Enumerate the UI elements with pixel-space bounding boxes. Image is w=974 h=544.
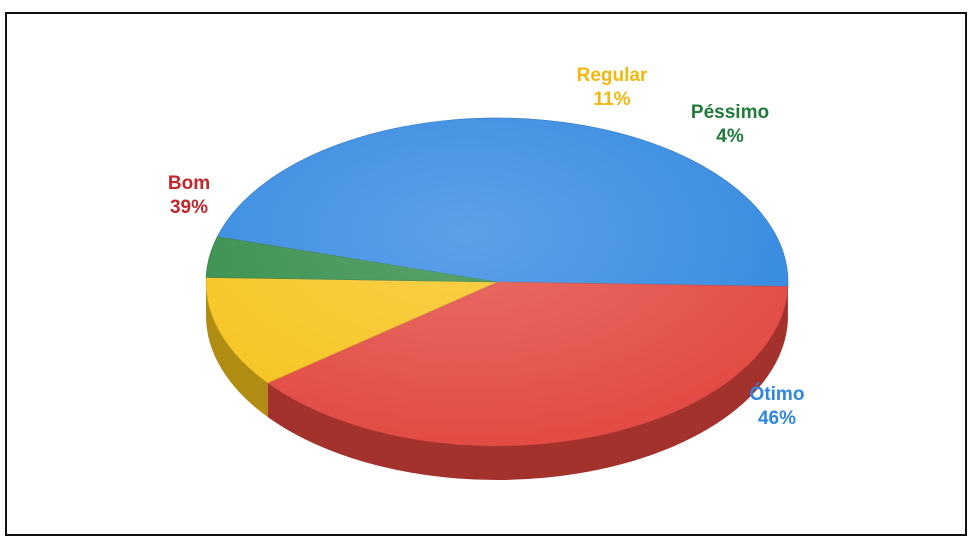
pie-label-regular: Regular 11% <box>577 65 648 110</box>
slice-value-label: 11% <box>594 89 631 110</box>
slice-name-label: Péssimo <box>691 102 769 123</box>
pie-label-otimo: Ótimo 46% <box>750 383 805 429</box>
slice-name-label: Bom <box>168 173 210 194</box>
slice-value-label: 39% <box>170 197 208 218</box>
slice-name-label: Ótimo <box>750 383 805 405</box>
slice-value-label: 4% <box>716 126 744 147</box>
pie-label-pessimo: Péssimo 4% <box>691 102 769 147</box>
pie-label-bom: Bom 39% <box>168 173 210 218</box>
slice-name-label: Regular <box>577 65 648 86</box>
slice-value-label: 46% <box>758 408 796 429</box>
pie-top-slices <box>205 117 789 447</box>
